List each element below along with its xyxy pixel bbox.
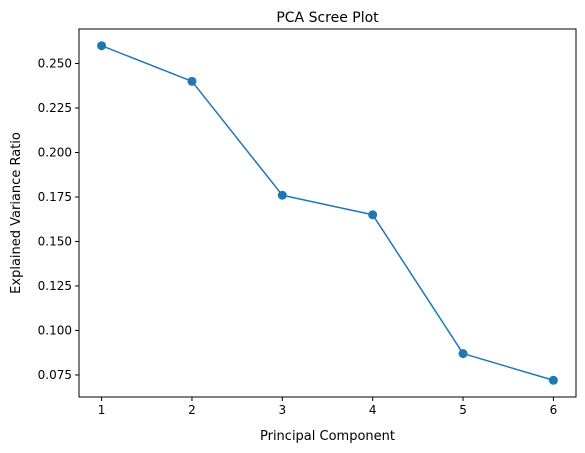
x-tick-label: 2 [188,403,196,417]
x-tick-label: 4 [369,403,377,417]
y-tick-label: 0.125 [38,279,72,293]
x-axis-ticks: 1 2 3 4 5 6 [98,397,557,417]
data-point [277,190,287,200]
data-point [458,349,468,359]
data-point [548,375,558,385]
y-tick-label: 0.250 [38,57,72,71]
series-line [101,45,554,381]
x-tick-label: 5 [459,403,467,417]
x-axis-label: Principal Component [260,429,395,444]
plot-frame [78,28,577,398]
y-tick-label: 0.150 [38,234,72,248]
y-tick-label: 0.175 [38,190,72,204]
y-tick-label: 0.075 [38,368,72,382]
y-axis-ticks: 0.075 0.100 0.125 0.150 0.175 0.200 0.225 0.250 [38,57,79,382]
x-tick-label: 1 [98,403,106,417]
plot-area: 1 2 3 4 5 6 0.075 0.100 0.125 0.150 0.175 0.200 0.2… [38,28,577,417]
y-tick-label: 0.100 [38,323,72,337]
y-axis-label: Explained Variance Ratio [9,132,24,294]
chart-title: PCA Scree Plot [276,10,379,26]
y-tick-label: 0.200 [38,145,72,159]
data-point [97,41,107,51]
data-point [368,210,378,220]
data-point [187,76,197,86]
y-tick-label: 0.225 [38,101,72,115]
x-tick-label: 3 [278,403,286,417]
series-markers [97,41,558,385]
x-tick-label: 6 [550,403,558,417]
